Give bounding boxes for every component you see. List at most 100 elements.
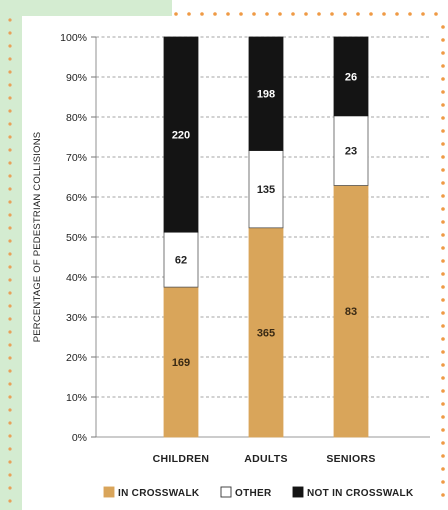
legend-label: OTHER [235, 488, 272, 499]
y-tick-label: 70% [66, 152, 87, 164]
y-tick-label: 20% [66, 352, 87, 364]
border-dot [174, 12, 178, 16]
border-dot [441, 324, 445, 328]
border-dot [441, 389, 445, 393]
bar-segment [333, 185, 369, 438]
legend-label: IN CROSSWALK [118, 488, 200, 499]
border-dot [441, 220, 445, 224]
border-dot [8, 44, 12, 48]
border-dot [239, 12, 243, 16]
border-dot [317, 12, 321, 16]
border-dot [441, 441, 445, 445]
y-tick-label: 30% [66, 312, 87, 324]
bar-segment [163, 36, 199, 233]
border-dot [369, 12, 373, 16]
border-dot [441, 246, 445, 250]
border-dot [8, 278, 12, 282]
border-dot [8, 239, 12, 243]
border-dot [8, 447, 12, 451]
category-label: ADULTS [244, 453, 288, 465]
y-tick-label: 10% [66, 392, 87, 404]
border-dot [441, 25, 445, 29]
bar-segment [248, 150, 284, 229]
border-dot [8, 382, 12, 386]
border-dot [8, 57, 12, 61]
border-dot [441, 402, 445, 406]
border-dot [441, 233, 445, 237]
border-dot [441, 454, 445, 458]
border-dot [441, 285, 445, 289]
border-dot [278, 12, 282, 16]
border-dot [408, 12, 412, 16]
border-dot [8, 18, 12, 22]
bars: 169 62 220 365 135 198 83 23 26 [163, 36, 369, 438]
border-dot [441, 363, 445, 367]
y-tick-label: 90% [66, 72, 87, 84]
border-dot [8, 148, 12, 152]
border-dot [8, 291, 12, 295]
border-dot [8, 434, 12, 438]
border-dot [8, 330, 12, 334]
border-dot [356, 12, 360, 16]
bar-segment [163, 286, 199, 438]
border-dot [441, 480, 445, 484]
y-tick-label: 60% [66, 192, 87, 204]
dotted-border [8, 12, 445, 503]
border-dot [441, 415, 445, 419]
y-axis-label: PERCENTAGE OF PEDESTRIAN COLLISIONS [32, 132, 43, 343]
bar-value-label: 365 [257, 327, 275, 339]
category-labels: CHILDREN ADULTS SENIORS [153, 453, 376, 465]
decorative-top-tab [0, 0, 172, 16]
border-dot [441, 142, 445, 146]
bar-segment [163, 231, 199, 288]
border-dot [8, 460, 12, 464]
y-tick-label: 40% [66, 272, 87, 284]
legend-swatch [220, 486, 232, 498]
border-dot [441, 207, 445, 211]
border-dot [441, 467, 445, 471]
bar-value-label: 23 [345, 146, 357, 158]
border-dot [8, 70, 12, 74]
legend-swatch [103, 486, 115, 498]
border-dot [8, 343, 12, 347]
border-dot [421, 12, 425, 16]
border-dot [441, 77, 445, 81]
border-dot [187, 12, 191, 16]
border-dot [8, 486, 12, 490]
border-dot [330, 12, 334, 16]
border-dot [8, 304, 12, 308]
border-dot [441, 51, 445, 55]
border-dot [8, 252, 12, 256]
border-dot [441, 493, 445, 497]
border-dot [8, 213, 12, 217]
border-dot [441, 428, 445, 432]
border-dot [200, 12, 204, 16]
border-dot [441, 376, 445, 380]
bar-value-label: 220 [172, 130, 190, 142]
bar-segment [248, 36, 284, 151]
category-label: SENIORS [326, 453, 375, 465]
border-dot [8, 83, 12, 87]
border-dot [8, 421, 12, 425]
border-dot [8, 31, 12, 35]
bar-value-label: 62 [175, 255, 187, 267]
category-label: CHILDREN [153, 453, 210, 465]
legend-swatch [292, 486, 304, 498]
y-tick-label: 50% [66, 232, 87, 244]
bar-value-label: 83 [345, 306, 357, 318]
border-dot [8, 135, 12, 139]
border-dot [441, 311, 445, 315]
border-dot [441, 298, 445, 302]
border-dot [441, 155, 445, 159]
border-dot [382, 12, 386, 16]
border-dot [441, 168, 445, 172]
border-dot [441, 337, 445, 341]
border-dot [441, 129, 445, 133]
border-dot [8, 473, 12, 477]
bar-value-label: 26 [345, 71, 357, 83]
border-dot [441, 103, 445, 107]
border-dot [8, 369, 12, 373]
border-dot [8, 109, 12, 113]
bar-value-label: 169 [172, 357, 190, 369]
